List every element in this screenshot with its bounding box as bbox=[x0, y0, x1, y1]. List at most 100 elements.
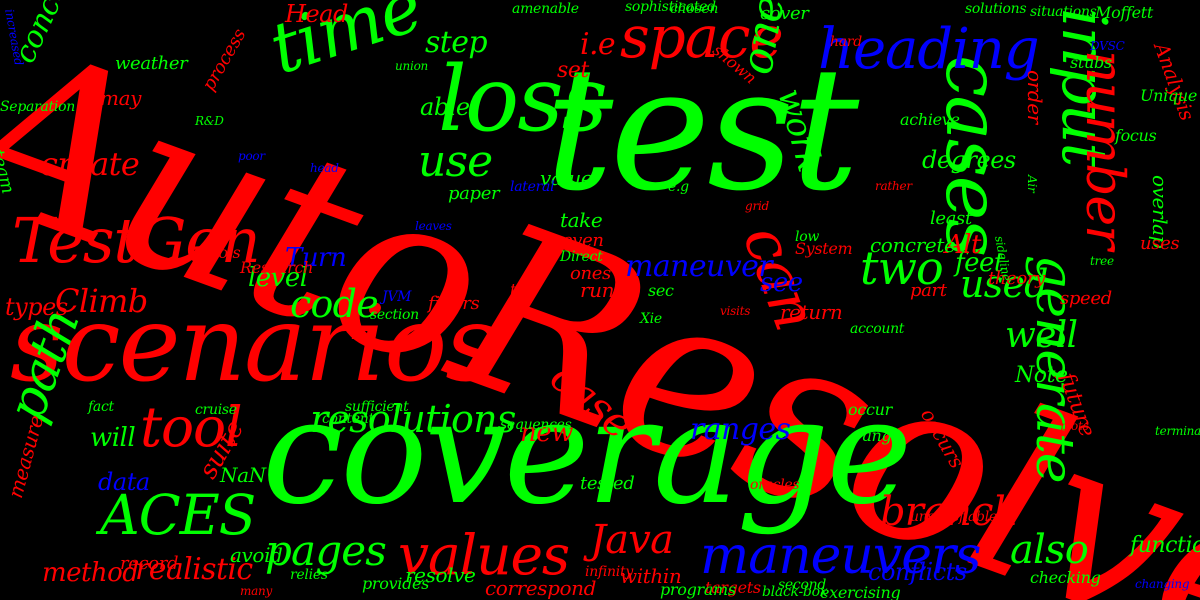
word-many: many bbox=[240, 584, 273, 598]
word-moffett: Moffett bbox=[1095, 3, 1153, 22]
word-able: able bbox=[420, 93, 470, 121]
word-data: data bbox=[98, 468, 150, 496]
word-weather: weather bbox=[115, 53, 188, 74]
word-content: content bbox=[322, 411, 374, 427]
word-will: will bbox=[90, 423, 136, 453]
word-separation: Separation bbox=[0, 99, 75, 115]
word-hard: hard bbox=[830, 34, 862, 50]
word-xie: Xie bbox=[640, 311, 662, 327]
word-turn: Turn bbox=[285, 243, 347, 273]
word-within: within bbox=[620, 564, 682, 588]
word-degrees: degrees bbox=[922, 146, 1016, 174]
word-value: value bbox=[540, 166, 593, 190]
word-stubs: stubs bbox=[1070, 53, 1112, 72]
word-achieve: achieve bbox=[900, 110, 960, 129]
word-conflicts: conflicts bbox=[868, 558, 967, 586]
word-ranges: ranges bbox=[690, 412, 791, 447]
word-java: Java bbox=[590, 517, 674, 563]
word-use: use bbox=[418, 136, 493, 187]
word-method: method bbox=[42, 558, 139, 588]
word-level: level bbox=[248, 263, 308, 293]
word-may: may bbox=[100, 86, 141, 110]
word-used: used bbox=[960, 262, 1049, 306]
word-correspond: correspond bbox=[485, 576, 596, 600]
word-leaves: leaves bbox=[415, 219, 452, 233]
word-direct: Direct bbox=[560, 249, 603, 265]
word-test: test bbox=[545, 31, 859, 229]
word-plots: plots bbox=[1060, 419, 1089, 433]
word-grid: grid bbox=[745, 199, 769, 213]
word-changing: changing bbox=[1135, 577, 1190, 591]
word-alt: Alt bbox=[945, 230, 982, 260]
word-air: Air bbox=[1025, 175, 1039, 193]
word-create: create bbox=[40, 145, 140, 183]
word-filters: filters bbox=[428, 293, 480, 314]
word-visits: visits bbox=[720, 304, 751, 318]
word-fact: fact bbox=[88, 399, 114, 415]
word-even: even bbox=[562, 230, 604, 251]
word-run: run bbox=[580, 278, 615, 302]
word-targets: targets bbox=[705, 578, 761, 597]
word-new: new bbox=[520, 418, 573, 448]
word-avoid: avoid bbox=[230, 543, 283, 567]
word-realistic: realistic bbox=[135, 552, 253, 587]
word-head: head bbox=[310, 161, 339, 175]
word-black-box: black-box bbox=[762, 584, 828, 600]
word-rather: rather bbox=[875, 179, 912, 193]
word-maneuver: maneuver bbox=[625, 249, 773, 284]
word-feet: feet bbox=[955, 248, 1004, 278]
word-order: order bbox=[1023, 70, 1047, 124]
word-chosen: chosen bbox=[670, 1, 719, 17]
word-low: low bbox=[795, 229, 820, 245]
word-least: least bbox=[930, 208, 972, 229]
word-sufficient: sufficient bbox=[345, 399, 409, 415]
word-programs: programs bbox=[660, 580, 736, 599]
word-provides: provides bbox=[362, 574, 430, 593]
word-head: Head bbox=[285, 0, 348, 28]
word-unsatisfiable: unsatisfiable bbox=[910, 509, 997, 525]
word-analysis: Analysis bbox=[1149, 39, 1200, 124]
word-checking: checking bbox=[1030, 568, 1101, 587]
word-part: part bbox=[910, 280, 947, 301]
word-scenarios: scenarios bbox=[10, 283, 499, 405]
word-take: take bbox=[560, 208, 603, 232]
word-system: System bbox=[795, 239, 853, 258]
word-relies: relies bbox=[290, 567, 328, 583]
word-types: types bbox=[5, 293, 68, 321]
word-situations: situations bbox=[1030, 4, 1097, 20]
word-e-g: e.g bbox=[668, 179, 689, 195]
word-fly: fly bbox=[452, 264, 467, 278]
word-i-e: i.e bbox=[580, 27, 616, 62]
word-try: try bbox=[510, 280, 533, 299]
word-two: two bbox=[860, 241, 944, 295]
word-return: return bbox=[780, 300, 843, 324]
word-aces: ACES bbox=[100, 483, 256, 547]
word-maneuvers: maneuvers bbox=[700, 526, 981, 586]
word-space: space bbox=[620, 3, 784, 71]
word-exercising: exercising bbox=[820, 583, 901, 600]
word-solutions: solutions bbox=[965, 1, 1027, 17]
word-number: number bbox=[1074, 50, 1134, 249]
word-theory: theory bbox=[988, 268, 1045, 289]
word-branch: branch bbox=[880, 489, 1019, 535]
word-climb: Climb bbox=[55, 282, 148, 320]
word-oracles: oracles bbox=[750, 477, 800, 493]
word-record: record bbox=[120, 553, 179, 574]
word-tree: tree bbox=[1090, 254, 1114, 268]
word-tools: Tools bbox=[200, 243, 241, 262]
word-tested: tested bbox=[580, 473, 635, 494]
word-unique: Unique bbox=[1140, 86, 1198, 105]
word-uses: uses bbox=[1140, 233, 1180, 254]
word-sophisticated: sophisticated bbox=[625, 0, 716, 15]
word-section: section bbox=[370, 307, 419, 323]
word-paper: paper bbox=[448, 183, 500, 204]
word-note: Note bbox=[1015, 363, 1068, 388]
word-occur: occur bbox=[848, 400, 892, 419]
word-step: step bbox=[425, 25, 488, 60]
word-well: well bbox=[1005, 315, 1078, 356]
word-lateral: lateral bbox=[510, 179, 555, 195]
word-resolve: resolve bbox=[405, 563, 476, 587]
word-code: code bbox=[290, 282, 379, 326]
word-terminals: terminals bbox=[1155, 424, 1200, 438]
word-cruise: cruise bbox=[195, 402, 237, 418]
